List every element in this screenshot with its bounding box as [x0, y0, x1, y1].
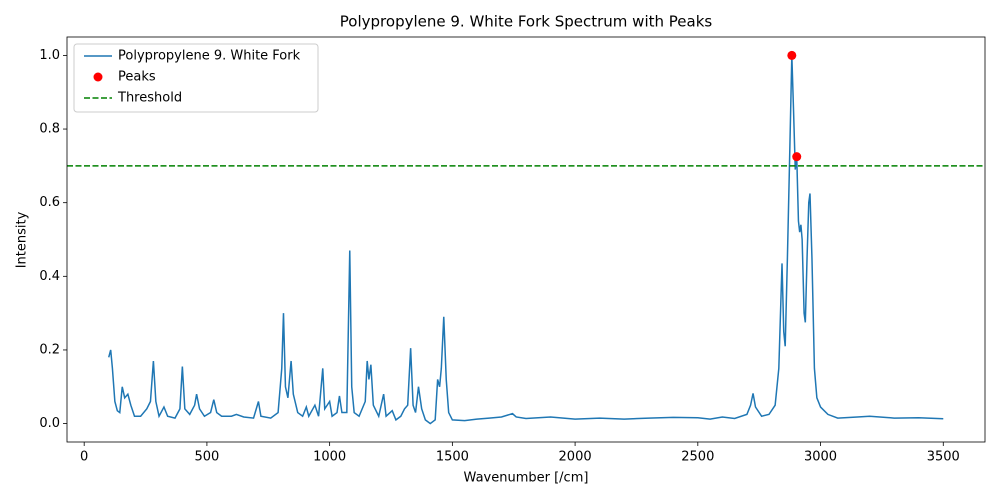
y-tick-label: 0.0 [39, 416, 60, 431]
legend-marker [93, 72, 103, 82]
x-tick-label: 3500 [927, 450, 960, 465]
x-tick-label: 2500 [681, 450, 714, 465]
chart-title: Polypropylene 9. White Fork Spectrum wit… [340, 13, 713, 31]
legend-label: Peaks [118, 70, 156, 85]
y-axis-label: Intensity [15, 211, 30, 268]
x-tick-label: 2000 [559, 450, 592, 465]
spectrum-line [108, 55, 944, 425]
x-tick-label: 1500 [436, 450, 469, 465]
x-axis-label: Wavenumber [/cm] [464, 471, 589, 486]
x-tick-label: 3000 [804, 450, 837, 465]
peak-point [787, 50, 797, 60]
x-tick-label: 1000 [313, 450, 346, 465]
axes-frame [66, 36, 986, 443]
x-tick-label: 500 [194, 450, 219, 465]
legend-box [73, 43, 319, 113]
y-tick-label: 1.0 [39, 48, 60, 63]
y-tick-label: 0.4 [39, 269, 60, 284]
y-tick-label: 0.2 [39, 342, 60, 357]
x-tick-label: 0 [80, 450, 88, 465]
peak-point [792, 152, 802, 162]
y-tick-label: 0.8 [39, 122, 60, 137]
legend-label: Threshold [117, 91, 182, 106]
legend-label: Polypropylene 9. White Fork [118, 49, 301, 64]
y-tick-label: 0.6 [39, 195, 60, 210]
